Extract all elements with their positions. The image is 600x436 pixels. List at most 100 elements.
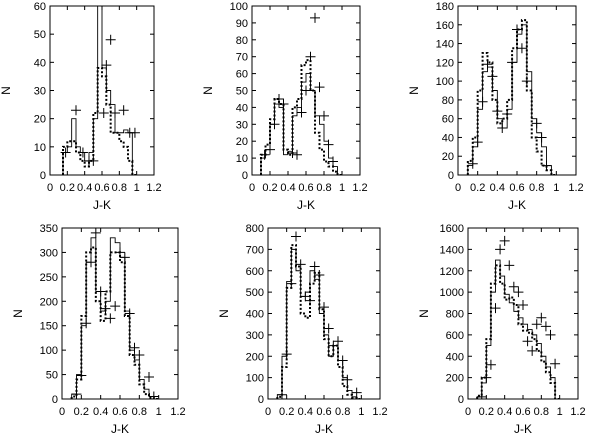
y-tick-label: 140 xyxy=(436,39,454,51)
y-tick-label: 150 xyxy=(40,321,58,333)
data-point-marker xyxy=(101,60,112,71)
y-tick-label: 0 xyxy=(242,170,248,182)
data-point-marker xyxy=(144,372,154,383)
data-point-marker xyxy=(115,247,125,258)
data-point-marker xyxy=(296,107,307,118)
data-point-marker xyxy=(295,259,306,270)
y-tick-label: 20 xyxy=(236,136,248,148)
x-tick-label: 0.6 xyxy=(298,182,313,194)
y-tick-label: 400 xyxy=(246,309,264,321)
y-tick-label: 350 xyxy=(40,223,58,235)
data-point-marker xyxy=(507,57,518,68)
data-point-marker xyxy=(305,295,315,306)
data-point-marker xyxy=(86,257,96,268)
data-point-marker xyxy=(265,144,275,155)
data-point-marker xyxy=(105,34,116,45)
x-axis-label: J-K xyxy=(514,422,532,436)
x-tick-label: 1 xyxy=(134,182,140,194)
y-tick-label: 30 xyxy=(236,119,248,131)
x-tick-label: 0.6 xyxy=(94,182,109,194)
data-point-marker xyxy=(134,350,145,361)
data-point-marker xyxy=(540,321,551,332)
data-point-marker xyxy=(342,374,353,385)
x-tick-label: 1 xyxy=(339,182,345,194)
data-point-marker xyxy=(545,329,556,340)
data-point-marker xyxy=(508,281,519,292)
x-tick-label: 0.6 xyxy=(316,406,331,418)
data-point-marker xyxy=(512,24,522,35)
data-point-marker xyxy=(105,313,116,324)
x-tick-label: 0 xyxy=(59,406,65,418)
plot-frame xyxy=(467,227,579,400)
data-point-marker xyxy=(323,323,334,334)
y-tick-label: 60 xyxy=(34,1,46,13)
data-point-marker xyxy=(477,96,488,107)
data-point-marker xyxy=(319,302,329,313)
x-tick-label: 0 xyxy=(265,406,271,418)
y-axis-label: N xyxy=(217,309,231,318)
x-tick-label: 0 xyxy=(455,182,461,194)
histogram-solid-step xyxy=(62,6,137,175)
data-point-marker xyxy=(328,156,338,167)
data-point-marker xyxy=(490,303,501,314)
x-tick-label: 0.8 xyxy=(534,406,549,418)
plot-area xyxy=(466,19,557,175)
data-point-marker xyxy=(110,301,121,312)
y-tick-label: 90 xyxy=(236,18,248,30)
x-tick-label: 0.2 xyxy=(60,182,75,194)
y-tick-label: 30 xyxy=(34,86,46,98)
data-point-marker xyxy=(119,252,130,263)
y-tick-label: 50 xyxy=(236,86,248,98)
data-point-marker xyxy=(487,71,498,82)
plot-area xyxy=(259,12,342,175)
y-tick-label: 600 xyxy=(446,330,464,342)
y-tick-label: 60 xyxy=(442,114,454,126)
y-tick-label: 800 xyxy=(246,223,264,235)
y-tick-label: 0 xyxy=(52,394,58,406)
data-point-marker xyxy=(71,389,82,399)
plot-area xyxy=(476,235,561,399)
data-point-marker xyxy=(110,108,120,119)
y-tick-label: 1400 xyxy=(440,244,464,256)
y-tick-label: 40 xyxy=(236,102,248,114)
x-tick-label: 0.6 xyxy=(112,406,127,418)
data-point-marker xyxy=(521,76,532,87)
y-tick-label: 40 xyxy=(34,57,46,69)
y-tick-label: 500 xyxy=(246,287,264,299)
x-tick-label: 1 xyxy=(156,406,162,418)
data-point-marker xyxy=(481,372,492,383)
x-tick-label: 1 xyxy=(557,406,563,418)
y-axis-label: N xyxy=(407,86,421,95)
panel-3: 0 20 40 60 80 100 120 140 160 180 0 0.2 0.4 0.6 0.8 1 1.… xyxy=(407,1,584,212)
data-point-marker xyxy=(485,359,496,370)
data-point-marker xyxy=(323,139,334,150)
data-point-marker xyxy=(522,336,533,347)
x-tick-label: 0.4 xyxy=(497,406,512,418)
data-point-marker xyxy=(333,336,343,347)
y-tick-label: 70 xyxy=(236,52,248,64)
data-point-marker xyxy=(513,287,524,298)
y-axis-label: N xyxy=(11,309,25,318)
data-point-marker xyxy=(278,99,289,110)
histogram-dotted-step xyxy=(70,246,159,399)
y-axis-label: N xyxy=(417,309,431,318)
x-tick-label: 0.8 xyxy=(335,406,350,418)
data-point-marker xyxy=(274,93,284,104)
data-point-marker xyxy=(550,358,561,369)
data-point-marker xyxy=(482,59,493,70)
x-tick-label: 1.2 xyxy=(170,406,185,418)
data-point-marker xyxy=(76,370,87,381)
x-tick-label: 0.4 xyxy=(280,182,295,194)
histogram-solid-step xyxy=(476,259,560,399)
x-tick-label: 0.8 xyxy=(112,182,127,194)
y-tick-label: 20 xyxy=(442,151,454,163)
data-point-marker xyxy=(492,106,503,117)
data-point-marker xyxy=(88,155,99,166)
y-tick-label: 40 xyxy=(442,132,454,144)
data-point-marker xyxy=(300,291,311,302)
data-point-marker xyxy=(90,228,101,238)
histogram-dotted-step xyxy=(466,19,557,175)
y-tick-label: 600 xyxy=(246,266,264,278)
data-point-marker xyxy=(81,318,92,329)
